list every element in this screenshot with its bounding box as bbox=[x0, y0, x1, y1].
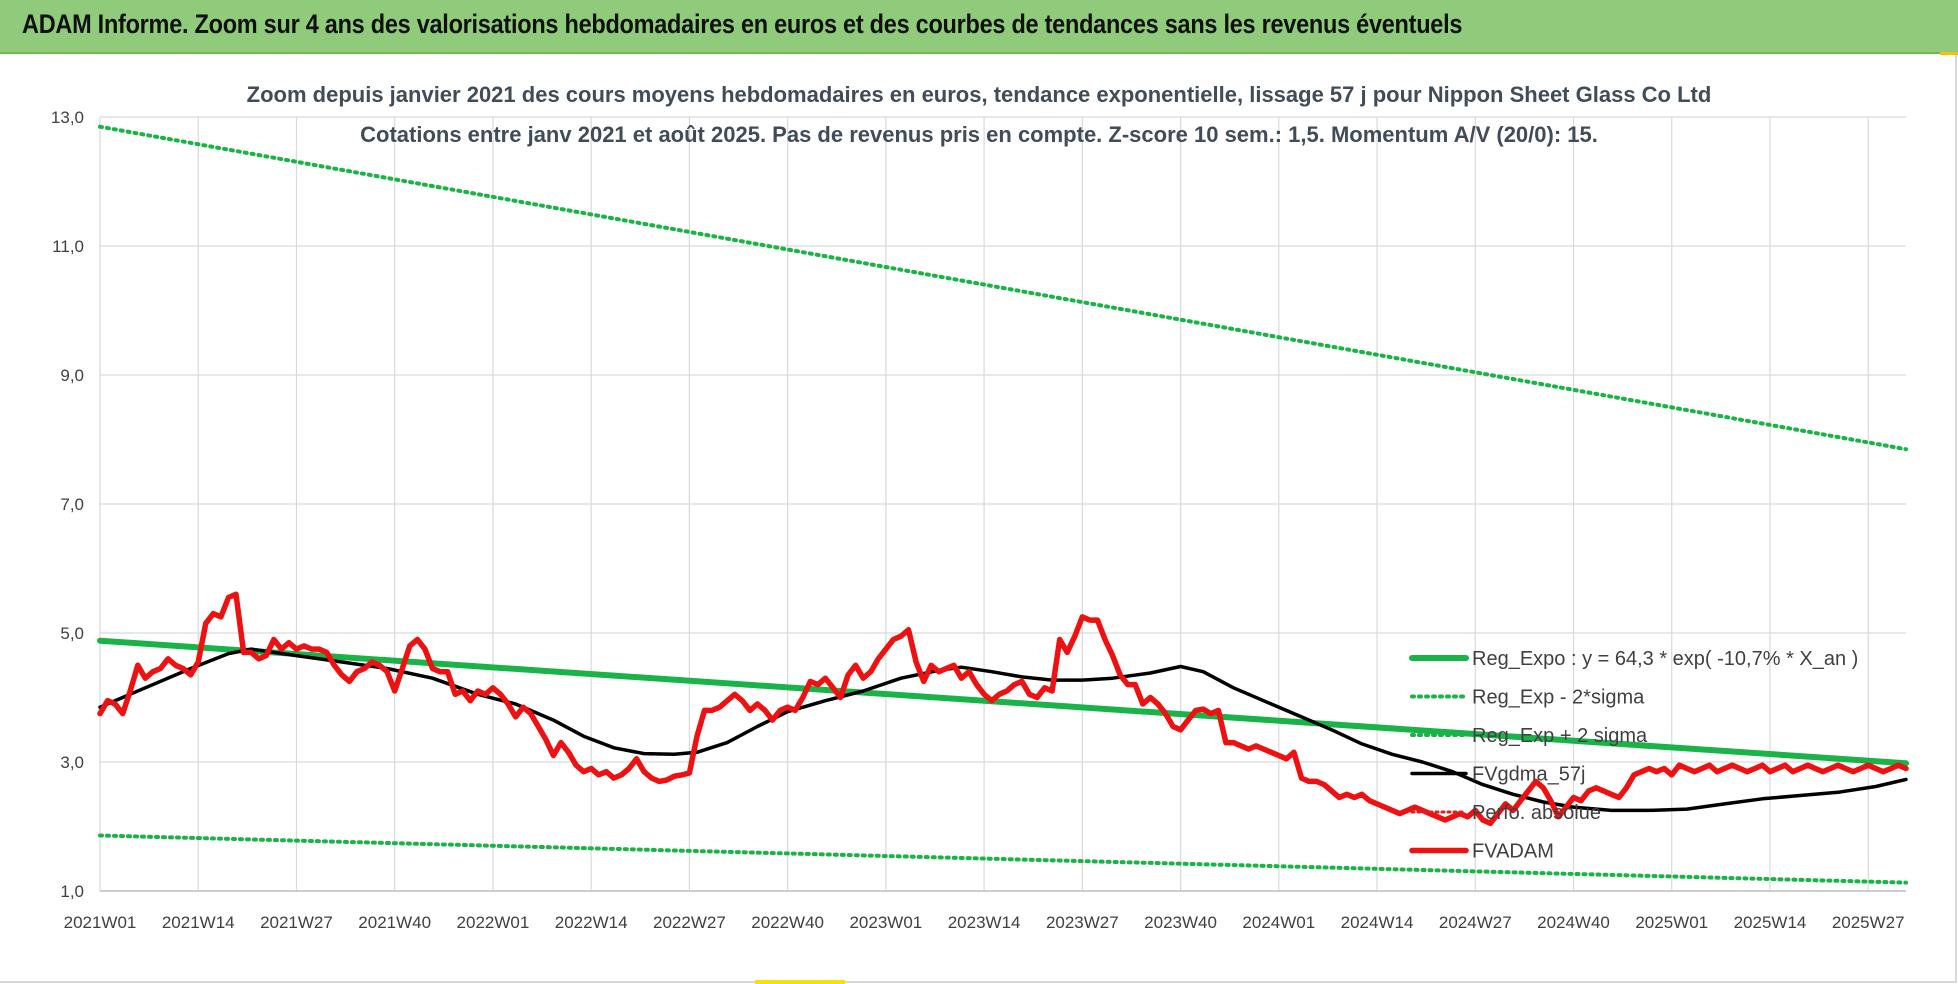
y-tick-label: 13,0 bbox=[51, 108, 84, 127]
legend-label: Perfo. absolue bbox=[1472, 802, 1601, 824]
reg-expo-line bbox=[97, 637, 1909, 767]
x-tick-label: 2024W27 bbox=[1439, 913, 1512, 932]
x-tick-label: 2021W40 bbox=[358, 913, 431, 932]
y-tick-label: 1,0 bbox=[60, 882, 84, 901]
chart-title: Zoom depuis janvier 2021 des cours moyen… bbox=[247, 82, 1712, 107]
y-tick-label: 11,0 bbox=[52, 237, 84, 256]
x-tick-label: 2022W40 bbox=[751, 913, 824, 932]
x-tick-label: 2021W27 bbox=[260, 913, 333, 932]
x-axis-ticks: 2021W01 2021W14 2021W27 2021W40 2022W01 2022W… bbox=[64, 913, 1905, 932]
legend-label: FVADAM bbox=[1472, 841, 1554, 863]
x-tick-label: 2023W14 bbox=[948, 913, 1021, 932]
x-tick-label: 2021W01 bbox=[64, 913, 137, 932]
chart-legend: Reg_Expo : y = 64,3 * exp( -10,7% * X_an… bbox=[1409, 648, 1858, 863]
report-banner-title: ADAM Informe. Zoom sur 4 ans des valoris… bbox=[22, 9, 1463, 39]
chart-series-layer bbox=[97, 124, 1909, 885]
frame-bottom-mark bbox=[755, 980, 845, 984]
reg-band-line bbox=[98, 833, 1908, 885]
x-tick-label: 2024W40 bbox=[1537, 913, 1610, 932]
chart-grid bbox=[99, 116, 1906, 892]
frame-corner-mark bbox=[1940, 52, 1958, 55]
x-tick-label: 2022W14 bbox=[555, 913, 628, 932]
x-tick-label: 2022W01 bbox=[457, 913, 530, 932]
x-tick-label: 2022W27 bbox=[653, 913, 726, 932]
y-tick-label: 9,0 bbox=[60, 366, 84, 385]
fvadam-line bbox=[97, 591, 1909, 827]
x-tick-label: 2025W01 bbox=[1635, 913, 1708, 932]
y-tick-label: 7,0 bbox=[60, 495, 84, 514]
legend-label: Reg_Exp + 2 sigma bbox=[1472, 725, 1648, 747]
fvgdma-line bbox=[98, 647, 1908, 813]
x-tick-label: 2024W14 bbox=[1341, 913, 1414, 932]
legend-label: FVgdma_57j bbox=[1472, 764, 1585, 786]
y-tick-label: 3,0 bbox=[60, 753, 84, 772]
x-tick-label: 2024W01 bbox=[1242, 913, 1315, 932]
x-tick-label: 2023W27 bbox=[1046, 913, 1119, 932]
chart-subtitle: Cotations entre janv 2021 et août 2025. … bbox=[360, 122, 1598, 147]
report-banner: ADAM Informe. Zoom sur 4 ans des valoris… bbox=[0, 0, 1958, 54]
legend-label: Reg_Expo : y = 64,3 * exp( -10,7% * X_an… bbox=[1472, 648, 1858, 670]
y-tick-label: 5,0 bbox=[60, 624, 84, 643]
y-axis-ticks: 1,0 3,0 5,0 7,0 9,0 11,0 13,0 bbox=[51, 108, 84, 901]
reg-band-line bbox=[98, 124, 1908, 452]
legend-label: Reg_Exp - 2*sigma bbox=[1472, 687, 1645, 709]
chart-frame bbox=[0, 52, 1957, 983]
x-tick-label: 2023W40 bbox=[1144, 913, 1217, 932]
x-tick-label: 2025W14 bbox=[1734, 913, 1807, 932]
x-tick-label: 2023W01 bbox=[849, 913, 922, 932]
x-tick-label: 2021W14 bbox=[162, 913, 235, 932]
x-tick-label: 2025W27 bbox=[1832, 913, 1905, 932]
